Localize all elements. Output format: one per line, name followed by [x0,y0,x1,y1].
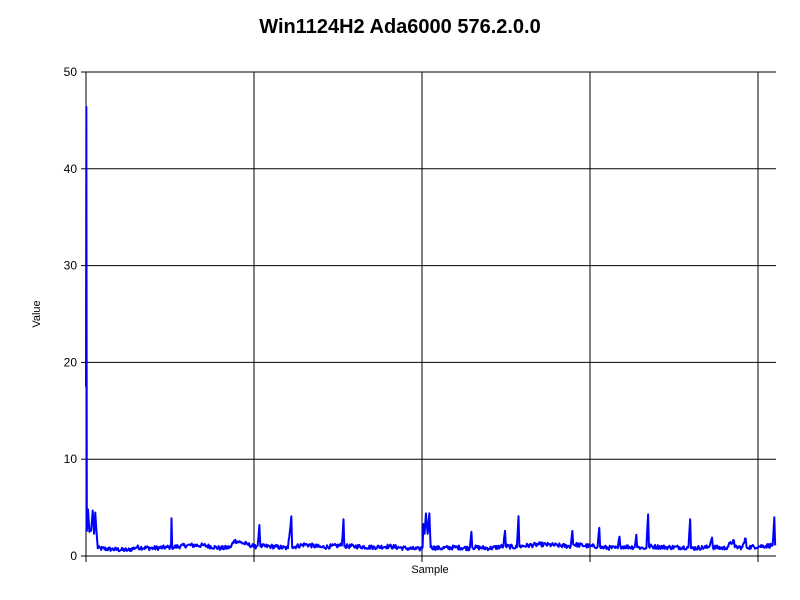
y-tick-label: 20 [64,355,78,369]
y-tick-label: 0 [70,549,77,563]
tick-labels-layer: 0 10 20 30 40 50 [64,65,78,563]
y-axis-label: Value [31,300,43,327]
x-axis-label: Sample [411,564,448,576]
series-line [85,105,777,553]
chart-title: Win1124H2 Ada6000 576.2.0.0 [259,16,541,38]
grid-layer [81,71,776,562]
axes-layer [85,72,776,557]
series-layer [85,105,777,553]
y-tick-label: 30 [64,259,78,273]
y-tick-label: 40 [64,162,78,176]
y-tick-label: 50 [64,65,78,79]
y-tick-label: 10 [64,452,78,466]
